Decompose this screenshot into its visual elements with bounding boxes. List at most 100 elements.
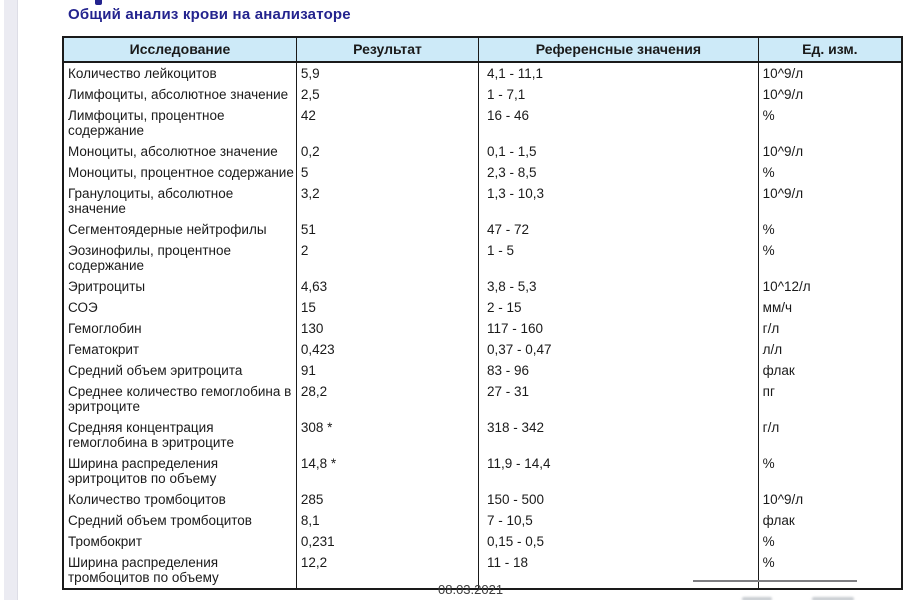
table-row: Гематокрит 0,423 0,37 - 0,47 л/л — [64, 339, 901, 360]
table-row: Моноциты, процентное содержание 5 2,3 - 8,… — [64, 162, 901, 183]
cell-reference: 2,3 - 8,5 — [479, 162, 759, 183]
cell-reference: 1 - 7,1 — [479, 84, 759, 105]
cell-result: 12,2 — [297, 552, 479, 588]
column-header-reference: Референсные значения — [479, 38, 759, 61]
cell-reference: 16 - 46 — [479, 105, 759, 141]
cell-reference: 318 - 342 — [479, 417, 759, 453]
cell-unit: % — [762, 534, 775, 549]
cell-reference: 3,8 - 5,3 — [479, 276, 759, 297]
report-date: 08.03.2021 — [438, 582, 504, 597]
signature-line — [693, 580, 857, 582]
cell-reference: 47 - 72 — [479, 219, 759, 240]
cut-off-text-fragment-top — [95, 0, 102, 5]
cell-unit: г/л — [762, 321, 780, 336]
cell-result: 2,5 — [297, 84, 479, 105]
cell-name: Эритроциты — [64, 276, 297, 297]
cell-reference: 11,9 - 14,4 — [479, 453, 759, 489]
table-row: Гемоглобин 130 117 - 160 г/л — [64, 318, 901, 339]
table-row: Ширина распределения тромбоцитов по объе… — [64, 552, 901, 588]
cell-result: 5,9 — [297, 63, 479, 84]
cell-result: 15 — [297, 297, 479, 318]
table-row: Лимфоциты, процентное содержание 42 16 - 4… — [64, 105, 901, 141]
cell-result: 130 — [297, 318, 479, 339]
cell-result: 3,2 — [297, 183, 479, 219]
column-header-test: Исследование — [64, 38, 297, 61]
cell-result: 285 — [297, 489, 479, 510]
table-row: Количество лейкоцитов 5,9 4,1 - 11,1 10^9/л — [64, 63, 901, 84]
cell-unit: 10^12/л — [762, 279, 811, 294]
cell-result: 51 — [297, 219, 479, 240]
cell-name: Средний объем тромбоцитов — [64, 510, 297, 531]
table-row: Ширина распределения эритроцитов по объе… — [64, 453, 901, 489]
table-row: Средний объем эритроцита 91 83 - 96 флак — [64, 360, 901, 381]
table-row: Лимфоциты, абсолютное значение 2,5 1 - 7,1… — [64, 84, 901, 105]
cell-name: Гемоглобин — [64, 318, 297, 339]
cell-unit: % — [762, 222, 775, 237]
cell-reference: 150 - 500 — [479, 489, 759, 510]
cell-result: 0,423 — [297, 339, 479, 360]
cell-unit: 10^9/л — [762, 66, 804, 81]
cell-reference: 1,3 - 10,3 — [479, 183, 759, 219]
cell-result: 14,8 * — [297, 453, 479, 489]
blood-test-table: Исследование Результат Референсные значе… — [62, 36, 903, 590]
table-row: Эозинофилы, процентное содержание 2 1 - 5% — [64, 240, 901, 276]
cell-unit: 10^9/л — [762, 186, 804, 201]
cell-reference: 0,15 - 0,5 — [479, 531, 759, 552]
cell-name: Ширина распределения тромбоцитов по объе… — [64, 552, 297, 588]
table-row: Средняя концентрация гемоглобина в эритр… — [64, 417, 901, 453]
cell-result: 42 — [297, 105, 479, 141]
cell-reference: 1 - 5 — [479, 240, 759, 276]
cell-reference: 7 - 10,5 — [479, 510, 759, 531]
table-row: Эритроциты 4,63 3,8 - 5,3 10^12/л — [64, 276, 901, 297]
table-body: Количество лейкоцитов 5,9 4,1 - 11,1 10^9/л… — [64, 63, 901, 588]
cell-unit: пг — [762, 384, 775, 399]
cell-name: Средняя концентрация гемоглобина в эритр… — [64, 417, 297, 453]
table-row: СОЭ 15 2 - 15 мм/ч — [64, 297, 901, 318]
cell-reference: 0,37 - 0,47 — [479, 339, 759, 360]
cell-result: 2 — [297, 240, 479, 276]
cell-unit: г/л — [762, 420, 780, 435]
page-edge-strip — [4, 0, 18, 600]
cell-name: Среднее количество гемоглобина в эритроц… — [64, 381, 297, 417]
cell-reference: 4,1 - 11,1 — [479, 63, 759, 84]
cell-unit: 10^9/л — [762, 87, 804, 102]
cell-name: Количество тромбоцитов — [64, 489, 297, 510]
table-header-row: Исследование Результат Референсные значе… — [64, 38, 901, 63]
table-row: Тромбокрит 0,231 0,15 - 0,5% — [64, 531, 901, 552]
table-row: Средний объем тромбоцитов 8,1 7 - 10,5 флак — [64, 510, 901, 531]
cell-name: Тромбокрит — [64, 531, 297, 552]
cut-off-text-fragment-bottom — [812, 597, 854, 600]
table-row: Среднее количество гемоглобина в эритроц… — [64, 381, 901, 417]
cell-name: Средний объем эритроцита — [64, 360, 297, 381]
cell-unit: % — [762, 108, 775, 123]
cell-result: 91 — [297, 360, 479, 381]
table-row: Моноциты, абсолютное значение 0,2 0,1 - 1,… — [64, 141, 901, 162]
cell-reference: 11 - 18 — [479, 552, 759, 588]
cell-reference: 2 - 15 — [479, 297, 759, 318]
cell-unit: л/л — [762, 342, 783, 357]
cell-name: Эозинофилы, процентное содержание — [64, 240, 297, 276]
cell-reference: 27 - 31 — [479, 381, 759, 417]
cell-name: Сегментоядерные нейтрофилы — [64, 219, 297, 240]
table-row: Гранулоциты, абсолютное значение 3,2 1,3 -… — [64, 183, 901, 219]
cell-result: 5 — [297, 162, 479, 183]
cell-name: Лимфоциты, абсолютное значение — [64, 84, 297, 105]
column-header-result: Результат — [297, 38, 480, 61]
cell-unit: флак — [762, 363, 795, 378]
cell-name: Гематокрит — [64, 339, 297, 360]
report-title: Общий анализ крови на анализаторе — [68, 6, 351, 23]
cell-unit: % — [762, 243, 775, 258]
cell-unit: 10^9/л — [762, 492, 804, 507]
cell-name: Гранулоциты, абсолютное значение — [64, 183, 297, 219]
cell-name: Ширина распределения эритроцитов по объе… — [64, 453, 297, 489]
cell-unit: % — [762, 165, 775, 180]
cell-name: Моноциты, процентное содержание — [64, 162, 297, 183]
cell-reference: 117 - 160 — [479, 318, 759, 339]
cell-result: 0,2 — [297, 141, 479, 162]
cell-reference: 83 - 96 — [479, 360, 759, 381]
cell-unit: % — [762, 456, 775, 471]
table-row: Сегментоядерные нейтрофилы 51 47 - 72% — [64, 219, 901, 240]
cell-result: 308 * — [297, 417, 479, 453]
cell-unit: 10^9/л — [762, 144, 804, 159]
